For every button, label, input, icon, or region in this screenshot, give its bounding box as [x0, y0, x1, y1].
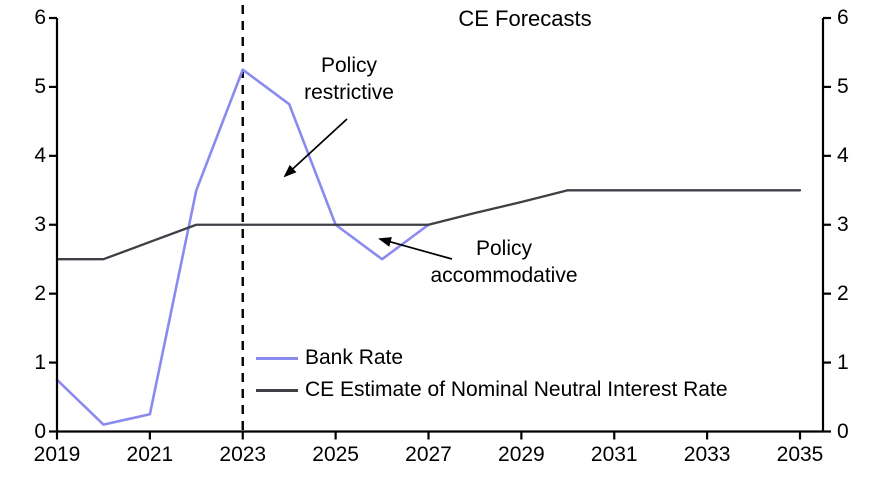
annotation-text-line: Policy [320, 54, 378, 77]
neutral-rate-line-swatch [256, 388, 298, 392]
x-axis-label: 2027 [405, 442, 452, 466]
x-axis-label: 2021 [126, 442, 174, 466]
bank-rate-line [55, 68, 430, 426]
y-axis-label-right: 2 [837, 281, 849, 305]
legend-label-bank-rate: Bank Rate [305, 346, 404, 369]
x-axis-label: 2031 [590, 442, 638, 466]
x-axis-label: 2029 [498, 442, 545, 466]
annotation-text-line: accommodative [430, 264, 578, 287]
y-axis-label-right: 6 [837, 6, 849, 29]
x-axis-label: 2019 [33, 442, 81, 466]
annotation-policy-restrictive: Policy restrictive [304, 52, 394, 106]
chart-title: CE Forecasts [458, 6, 592, 31]
y-axis-label-left: 2 [34, 281, 46, 305]
x-axis-label: 2025 [312, 442, 359, 466]
y-axis-label-right: 1 [837, 350, 849, 374]
legend-label-neutral-rate: CE Estimate of Nominal Neutral Interest … [305, 378, 728, 401]
y-axis-label-right: 5 [837, 74, 849, 98]
legend-item-neutral-rate: CE Estimate of Nominal Neutral Interest … [256, 374, 728, 406]
annotation-policy-accommodative: Policy accommodative [430, 235, 577, 289]
x-axis-label: 2023 [219, 442, 267, 466]
x-axis-label: 2035 [776, 442, 824, 466]
y-axis-label-left: 1 [34, 350, 46, 374]
y-axis-label-left: 3 [34, 212, 46, 236]
legend: Bank Rate CE Estimate of Nominal Neutral… [256, 342, 728, 406]
policy-restrictive-arrow [283, 118, 348, 178]
y-axis-label-left: 0 [34, 419, 46, 443]
bank-rate-line-swatch [256, 356, 298, 360]
y-axis-label-right: 4 [837, 143, 849, 167]
legend-item-bank-rate: Bank Rate [256, 342, 728, 374]
annotation-text-line: restrictive [304, 81, 394, 104]
y-axis-label-left: 6 [34, 6, 46, 29]
y-axis-label-right: 3 [837, 212, 849, 236]
policy-accommodative-arrow [378, 237, 453, 260]
y-axis-label-left: 4 [34, 143, 46, 167]
y-axis-label-left: 5 [34, 74, 46, 98]
neutral-rate-line [55, 189, 802, 261]
annotation-text-line: Policy [475, 237, 533, 260]
y-axis-label-right: 0 [837, 419, 849, 443]
x-axis-label: 2033 [683, 442, 731, 466]
